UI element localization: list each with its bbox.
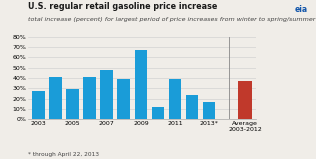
Bar (203, 102, 216, 119)
Text: eia: eia (295, 5, 308, 14)
Text: U.S. regular retail gasoline price increase: U.S. regular retail gasoline price incre… (28, 2, 218, 11)
Bar (238, 81, 252, 119)
Bar (32, 91, 45, 119)
Bar (135, 50, 147, 119)
Bar (49, 77, 62, 119)
Bar (152, 107, 164, 119)
Text: total increase (percent) for largest period of price increases from winter to sp: total increase (percent) for largest per… (28, 17, 316, 22)
Bar (186, 95, 198, 119)
Bar (83, 77, 96, 119)
Text: * through April 22, 2013: * through April 22, 2013 (28, 152, 100, 157)
Bar (169, 79, 181, 119)
Bar (100, 70, 113, 119)
Bar (118, 79, 130, 119)
Bar (66, 89, 79, 119)
